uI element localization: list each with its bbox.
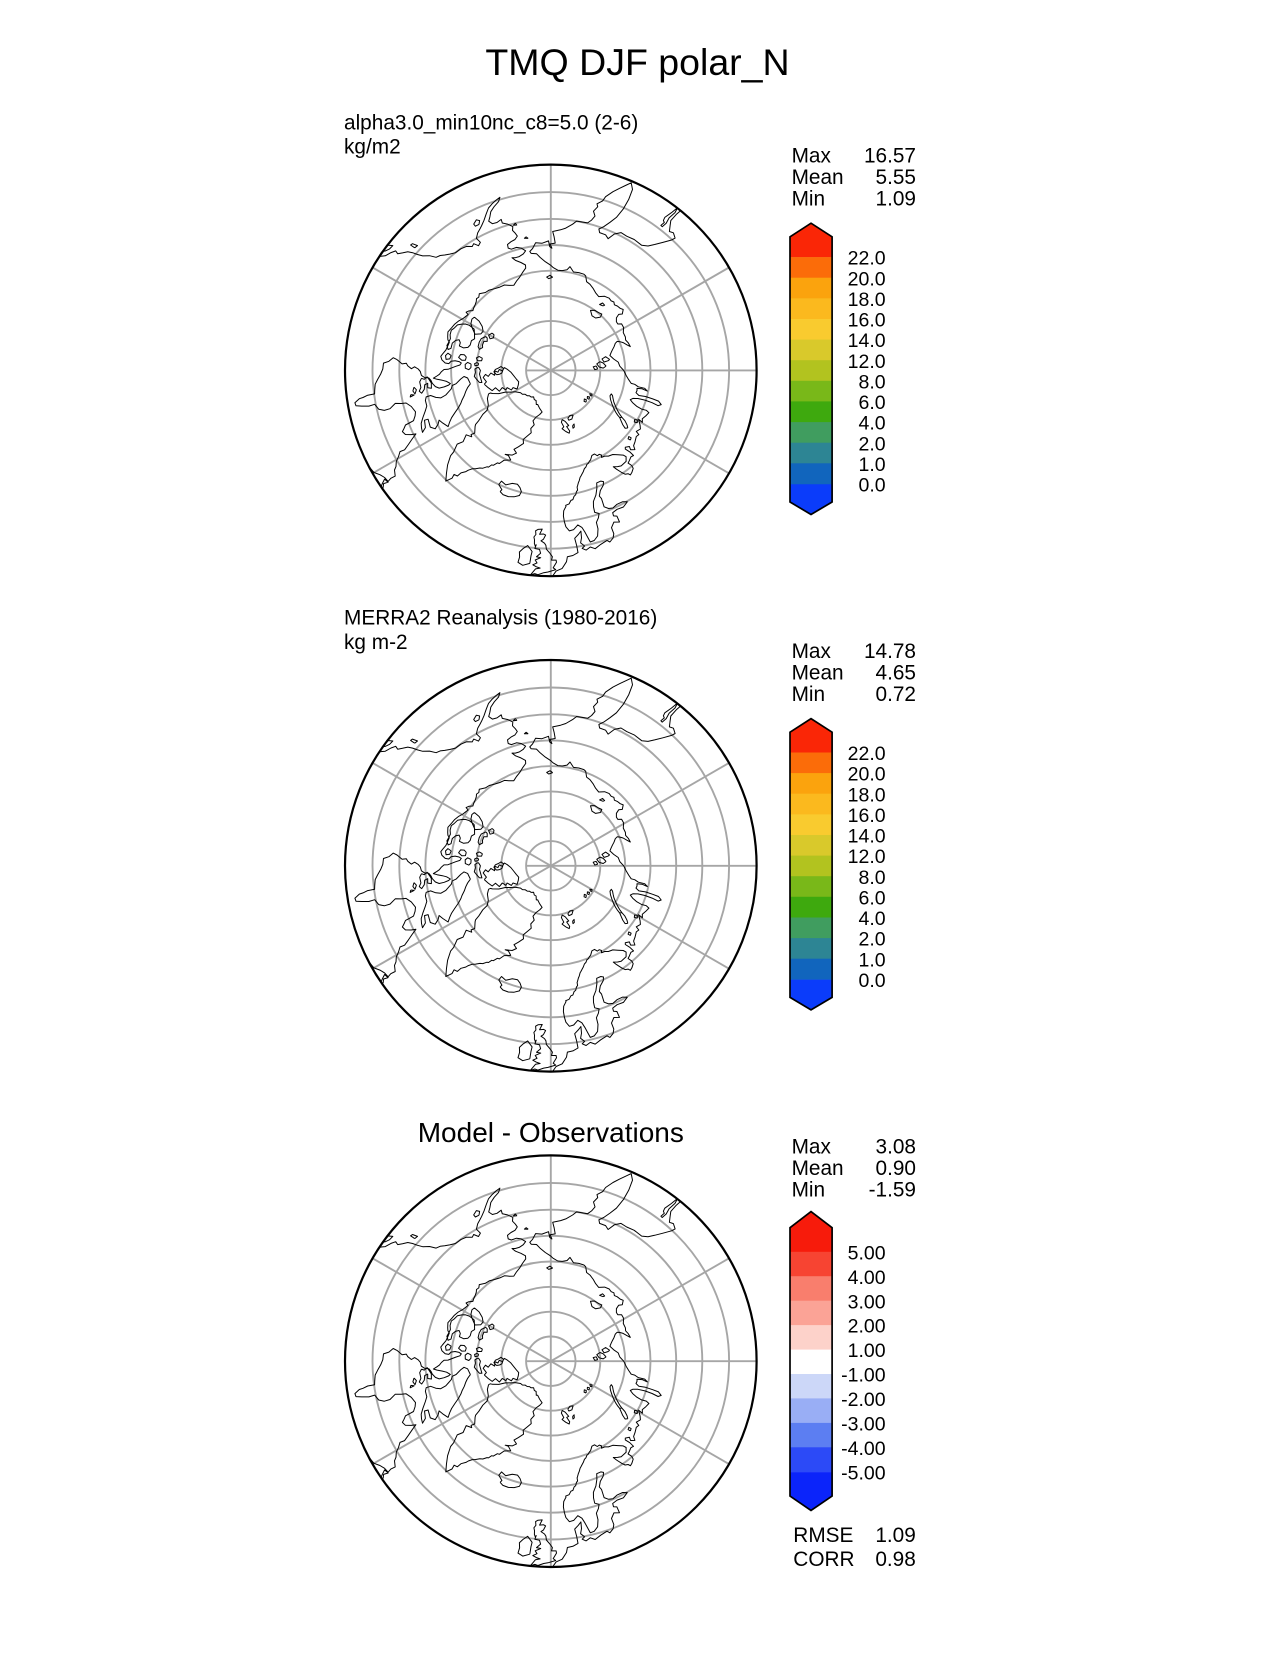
svg-text:alpha3.0_min10nc_c8=5.0 (2-6): alpha3.0_min10nc_c8=5.0 (2-6) (344, 111, 638, 134)
svg-text:6.0: 6.0 (858, 392, 885, 414)
svg-text:MERRA2 Reanalysis (1980-2016): MERRA2 Reanalysis (1980-2016) (344, 607, 657, 630)
svg-text:18.0: 18.0 (848, 784, 886, 806)
svg-text:4.65: 4.65 (876, 662, 916, 685)
svg-text:Max: Max (792, 145, 832, 168)
svg-text:Max: Max (792, 640, 832, 663)
svg-text:Min: Min (792, 188, 826, 211)
svg-text:-5.00: -5.00 (841, 1462, 886, 1484)
svg-text:Mean: Mean (792, 166, 844, 189)
svg-text:1.09: 1.09 (875, 1524, 915, 1547)
svg-text:-1.59: -1.59 (869, 1178, 916, 1201)
svg-text:0.90: 0.90 (876, 1157, 916, 1180)
svg-text:-2.00: -2.00 (841, 1389, 886, 1411)
svg-text:kg m-2: kg m-2 (344, 631, 408, 654)
svg-text:Max: Max (792, 1135, 832, 1158)
svg-text:-3.00: -3.00 (841, 1414, 886, 1436)
svg-text:14.0: 14.0 (848, 330, 886, 352)
svg-text:CORR: CORR (793, 1548, 854, 1571)
svg-text:4.00: 4.00 (848, 1267, 886, 1289)
svg-text:20.0: 20.0 (848, 268, 886, 290)
svg-text:22.0: 22.0 (848, 248, 886, 270)
svg-text:8.0: 8.0 (858, 867, 885, 889)
svg-text:8.0: 8.0 (858, 371, 885, 393)
svg-text:12.0: 12.0 (848, 351, 886, 373)
svg-text:0.0: 0.0 (858, 970, 885, 992)
svg-text:14.78: 14.78 (864, 640, 916, 663)
svg-text:RMSE: RMSE (793, 1524, 853, 1547)
svg-text:5.55: 5.55 (876, 166, 916, 189)
svg-text:14.0: 14.0 (848, 826, 886, 848)
svg-text:TMQ DJF polar_N: TMQ DJF polar_N (485, 41, 789, 83)
svg-text:kg/m2: kg/m2 (344, 136, 401, 159)
svg-text:20.0: 20.0 (848, 764, 886, 786)
svg-text:1.09: 1.09 (876, 188, 916, 211)
svg-text:5.00: 5.00 (848, 1242, 886, 1264)
svg-text:Model - Observations: Model - Observations (418, 1117, 684, 1148)
svg-text:2.0: 2.0 (858, 929, 885, 951)
svg-text:0.98: 0.98 (875, 1548, 915, 1571)
svg-text:6.0: 6.0 (858, 887, 885, 909)
svg-text:0.72: 0.72 (876, 683, 916, 706)
svg-text:2.0: 2.0 (858, 433, 885, 455)
svg-text:Mean: Mean (792, 662, 844, 685)
svg-text:4.0: 4.0 (858, 413, 885, 435)
svg-text:1.0: 1.0 (858, 454, 885, 476)
svg-text:-4.00: -4.00 (841, 1438, 886, 1460)
svg-text:1.00: 1.00 (848, 1340, 886, 1362)
svg-text:22.0: 22.0 (848, 743, 886, 765)
svg-text:Min: Min (792, 683, 826, 706)
svg-text:12.0: 12.0 (848, 846, 886, 868)
svg-text:18.0: 18.0 (848, 289, 886, 311)
svg-text:16.0: 16.0 (848, 805, 886, 827)
svg-text:-1.00: -1.00 (841, 1365, 886, 1387)
svg-text:Min: Min (792, 1178, 826, 1201)
svg-text:Mean: Mean (792, 1157, 844, 1180)
svg-text:0.0: 0.0 (858, 475, 885, 497)
svg-text:2.00: 2.00 (848, 1316, 886, 1338)
svg-text:16.0: 16.0 (848, 310, 886, 332)
svg-text:16.57: 16.57 (864, 145, 916, 168)
svg-text:1.0: 1.0 (858, 949, 885, 971)
svg-text:4.0: 4.0 (858, 908, 885, 930)
svg-text:3.08: 3.08 (876, 1135, 916, 1158)
svg-text:3.00: 3.00 (848, 1291, 886, 1313)
